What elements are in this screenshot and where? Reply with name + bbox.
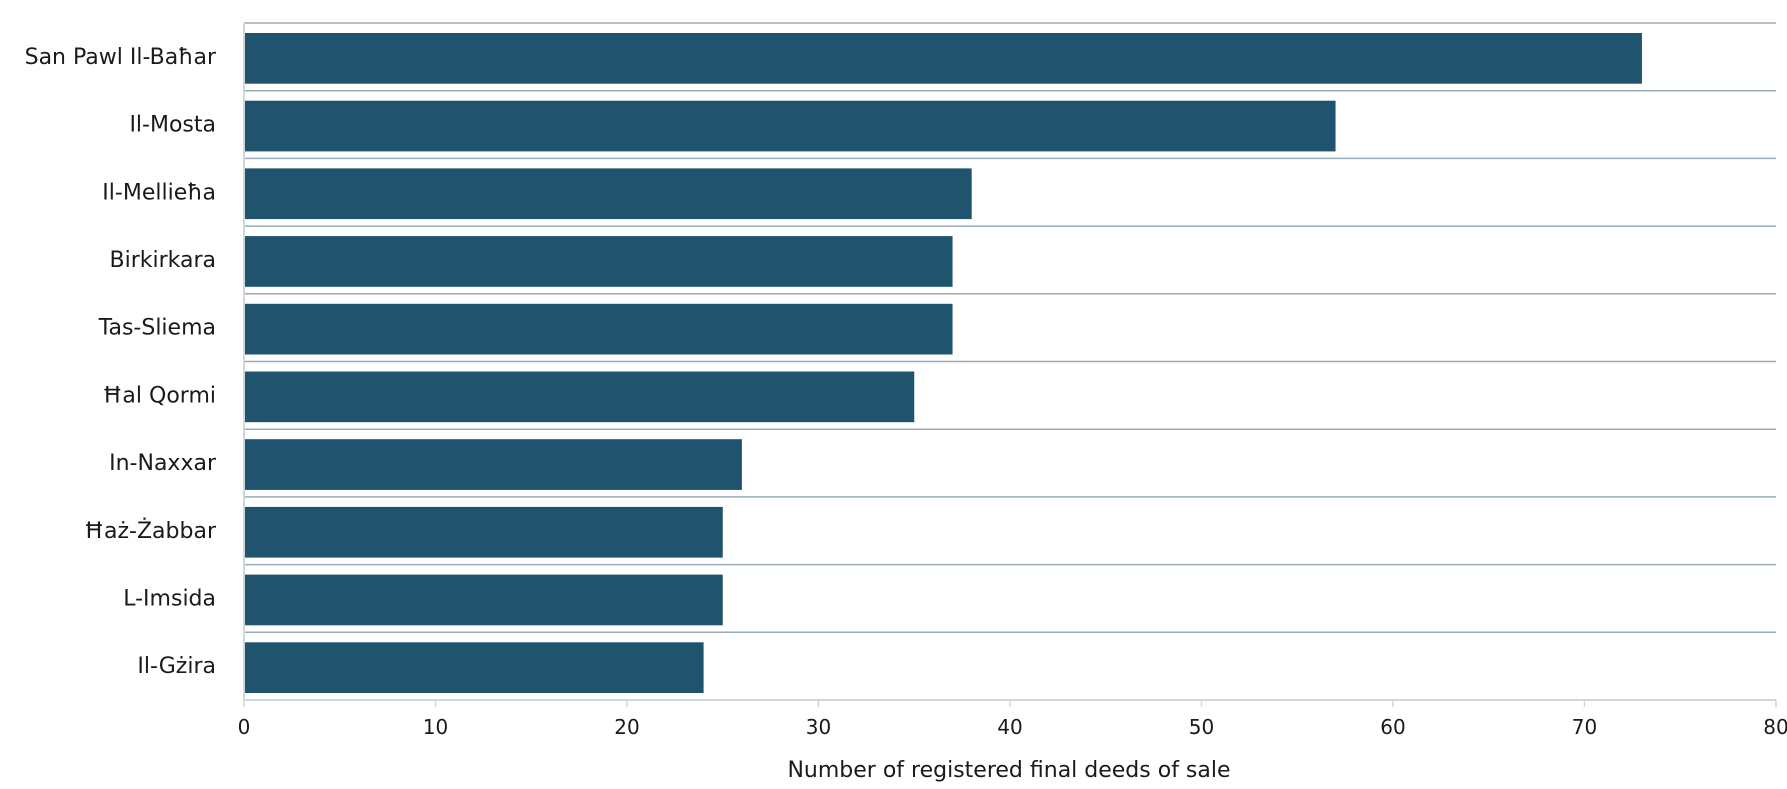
category-label: Tas-Sliema bbox=[98, 316, 216, 341]
bar[interactable] bbox=[244, 439, 742, 490]
category-label: Il-Mosta bbox=[129, 113, 216, 138]
x-tick-label: 70 bbox=[1572, 715, 1597, 739]
category-label: Il-Gżira bbox=[137, 654, 216, 679]
x-tick-label: 50 bbox=[1189, 715, 1214, 739]
bar[interactable] bbox=[244, 100, 1336, 152]
category-label: San Pawl Il-Baħar bbox=[25, 45, 217, 70]
x-axis-title: Number of registered final deeds of sale bbox=[787, 758, 1230, 783]
bar[interactable] bbox=[244, 168, 972, 220]
category-label: Ħal Qormi bbox=[102, 383, 216, 408]
bar[interactable] bbox=[244, 33, 1642, 84]
x-tick-label: 20 bbox=[614, 715, 639, 739]
category-label: Ħaż-Żabbar bbox=[84, 518, 217, 544]
bar[interactable] bbox=[244, 371, 915, 423]
x-tick-label: 80 bbox=[1763, 715, 1787, 739]
bar[interactable] bbox=[244, 642, 704, 693]
category-label: Birkirkara bbox=[109, 248, 216, 273]
x-tick-label: 40 bbox=[997, 715, 1022, 739]
category-label: In-Naxxar bbox=[109, 451, 217, 476]
x-tick-label: 60 bbox=[1380, 715, 1405, 739]
x-axis-ticks: 0 10 20 30 40 50 60 70 80 bbox=[238, 700, 1787, 739]
bar[interactable] bbox=[244, 574, 723, 626]
bar[interactable] bbox=[244, 303, 953, 355]
category-label: L-Imsida bbox=[123, 586, 216, 611]
category-label: Il-Mellieħa bbox=[102, 180, 216, 205]
category-labels: San Pawl Il-Baħar Il-Mosta Il-Mellieħa Birk… bbox=[25, 45, 217, 679]
x-tick-label: 30 bbox=[806, 715, 831, 739]
x-tick-label: 0 bbox=[238, 715, 251, 739]
bar[interactable] bbox=[244, 236, 953, 287]
x-tick-label: 10 bbox=[423, 715, 448, 739]
row-separators bbox=[244, 22, 1776, 634]
bar-series bbox=[244, 33, 1642, 693]
bar[interactable] bbox=[244, 506, 723, 558]
